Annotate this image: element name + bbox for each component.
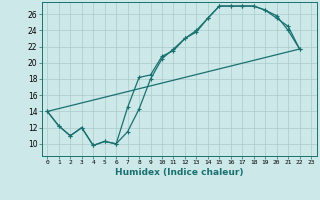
- X-axis label: Humidex (Indice chaleur): Humidex (Indice chaleur): [115, 168, 244, 177]
